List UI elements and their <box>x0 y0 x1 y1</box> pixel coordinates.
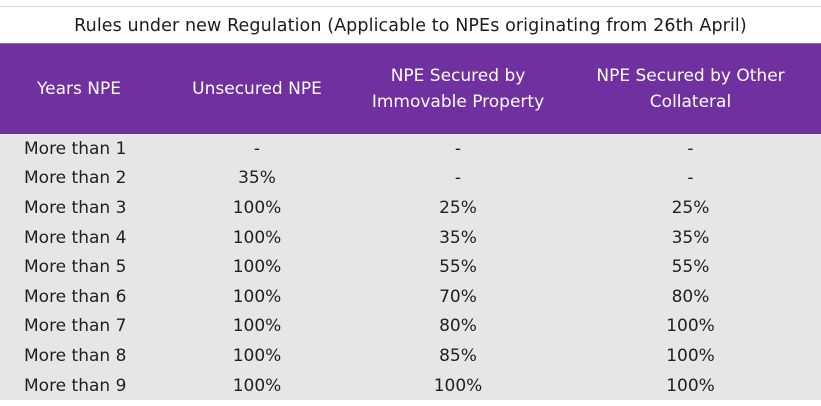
table-row: More than 2 35% - - <box>0 163 821 194</box>
cell-other-collateral: 100% <box>666 316 715 337</box>
table-body: More than 1 - - - More than 2 35% - - Mo… <box>0 134 821 401</box>
cell-other-collateral: 100% <box>666 375 715 396</box>
row-label-years: More than 4 <box>24 227 127 248</box>
cell-other-collateral: 35% <box>671 227 710 248</box>
table-row: More than 4 100% 35% 35% <box>0 222 821 253</box>
table-row: More than 7 100% 80% 100% <box>0 311 821 342</box>
top-divider <box>0 0 821 7</box>
header-row: Years NPE Unsecured NPE NPE Secured by I… <box>0 44 821 134</box>
cell-other-collateral: 25% <box>671 197 710 218</box>
cell-immovable: 35% <box>439 227 477 248</box>
cell-unsecured: 100% <box>232 257 282 278</box>
table-header: Years NPE Unsecured NPE NPE Secured by I… <box>0 44 821 134</box>
cell-immovable: 100% <box>433 375 483 396</box>
table-row: More than 5 100% 55% 55% <box>0 252 821 282</box>
row-label-years: More than 5 <box>24 257 127 278</box>
cell-unsecured: 100% <box>232 316 282 337</box>
cell-other-collateral: 100% <box>666 345 715 366</box>
row-label-years: More than 3 <box>24 197 127 218</box>
table-row: More than 8 100% 85% 100% <box>0 341 821 371</box>
column-header-secured-immovable-property: NPE Secured by Immovable Property <box>371 66 545 112</box>
cell-unsecured: 100% <box>232 375 282 396</box>
cell-immovable: 55% <box>439 257 477 278</box>
row-label-years: More than 7 <box>24 316 127 337</box>
row-label-years: More than 9 <box>24 375 127 396</box>
table-row: More than 9 100% 100% 100% <box>0 370 821 401</box>
table-row: More than 6 100% 70% 80% <box>0 281 821 312</box>
cell-unsecured: 35% <box>238 168 276 189</box>
cell-other-collateral: 55% <box>671 257 710 278</box>
row-label-years: More than 8 <box>24 345 127 366</box>
row-label-years: More than 1 <box>24 138 127 159</box>
row-label-years: More than 6 <box>24 286 127 307</box>
table-title: Rules under new Regulation (Applicable t… <box>74 16 747 36</box>
cell-immovable: 80% <box>439 316 477 337</box>
cell-unsecured: 100% <box>232 286 282 307</box>
title-divider <box>0 43 821 44</box>
cell-unsecured: 100% <box>232 197 282 218</box>
table-row: More than 1 - - - <box>0 134 821 164</box>
column-header-secured-other-collateral: NPE Secured by Other Collateral <box>596 66 785 112</box>
cell-unsecured: - <box>253 138 261 159</box>
cell-immovable: 70% <box>439 286 477 307</box>
cell-immovable: 85% <box>439 345 477 366</box>
provisioning-table: Years NPE Unsecured NPE NPE Secured by I… <box>0 44 821 401</box>
cell-other-collateral: - <box>687 138 694 159</box>
cell-immovable: - <box>454 168 462 189</box>
cell-immovable: 25% <box>439 197 477 218</box>
table-row: More than 3 100% 25% 25% <box>0 193 821 223</box>
row-label-years: More than 2 <box>24 168 127 189</box>
cell-other-collateral: - <box>687 168 694 189</box>
column-header-years-npe: Years NPE <box>37 79 121 99</box>
cell-unsecured: 100% <box>232 345 282 366</box>
cell-unsecured: 100% <box>232 227 282 248</box>
cell-immovable: - <box>454 138 462 159</box>
cell-other-collateral: 80% <box>671 286 710 307</box>
column-header-unsecured-npe: Unsecured NPE <box>192 79 322 99</box>
